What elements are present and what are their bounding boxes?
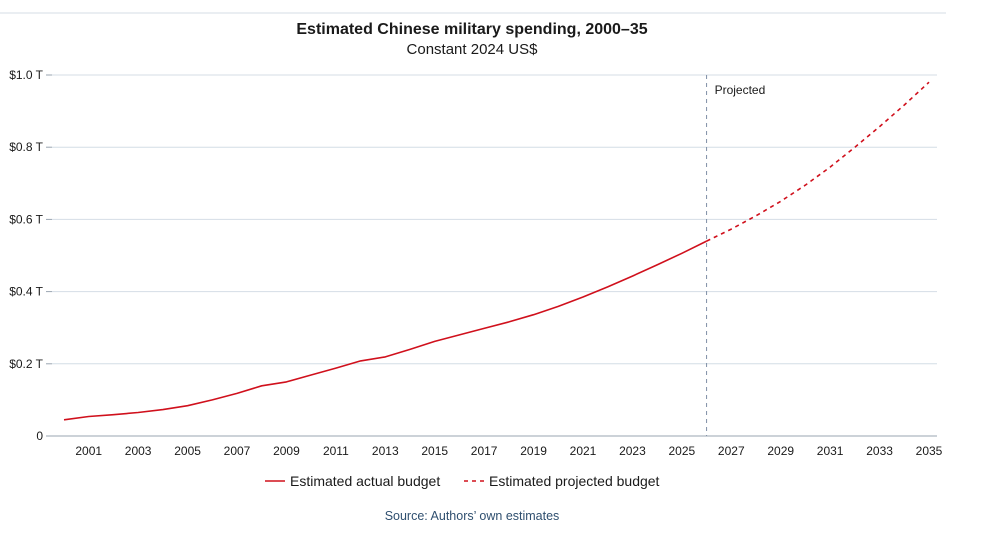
x-tick-label: 2029	[767, 444, 794, 458]
source-note: Source: Authors’ own estimates	[385, 509, 560, 523]
x-tick-label: 2025	[669, 444, 696, 458]
grid-lines	[52, 74, 937, 437]
x-tick-label: 2011	[323, 444, 349, 458]
chart-title: Estimated Chinese military spending, 200…	[296, 21, 647, 38]
chart-subtitle: Constant 2024 US$	[407, 41, 539, 58]
x-tick-label: 2001	[75, 444, 102, 458]
projection-marker: Projected	[706, 75, 766, 436]
x-tick-label: 2003	[125, 444, 152, 458]
projection-annotation: Projected	[715, 83, 766, 97]
legend: Estimated actual budget Estimated projec…	[265, 473, 660, 489]
x-tick-label: 2017	[471, 444, 498, 458]
x-tick-label: 2015	[421, 444, 448, 458]
y-tick-label: $0.8 T	[9, 140, 43, 154]
y-tick-label: $0.4 T	[9, 285, 43, 299]
y-tick-label: 0	[36, 429, 43, 443]
x-tick-label: 2005	[174, 444, 201, 458]
x-tick-label: 2035	[916, 444, 943, 458]
x-tick-label: 2023	[619, 444, 646, 458]
x-tick-label: 2021	[570, 444, 597, 458]
series-group	[63, 81, 930, 421]
legend-label-projected: Estimated projected budget	[489, 473, 660, 489]
x-tick-label: 2013	[372, 444, 399, 458]
x-tick-label: 2007	[224, 444, 251, 458]
y-tick-label: $0.6 T	[9, 212, 43, 226]
x-tick-label: 2027	[718, 444, 745, 458]
series-line-projected	[706, 81, 930, 242]
y-axis-ticks: 0 $0.2 T $0.4 T $0.6 T $0.8 T $1.0 T	[9, 68, 52, 443]
legend-label-actual: Estimated actual budget	[290, 473, 440, 489]
y-tick-label: $0.2 T	[9, 357, 43, 371]
x-axis-ticks: 2001 2003 2005 2007 2009 2011 2013 2015 2017 2019…	[75, 444, 942, 458]
x-tick-label: 2019	[520, 444, 547, 458]
series-line-actual	[63, 240, 707, 421]
x-tick-label: 2031	[817, 444, 844, 458]
x-tick-label: 2009	[273, 444, 300, 458]
x-tick-label: 2033	[866, 444, 893, 458]
y-tick-label: $1.0 T	[9, 68, 43, 82]
